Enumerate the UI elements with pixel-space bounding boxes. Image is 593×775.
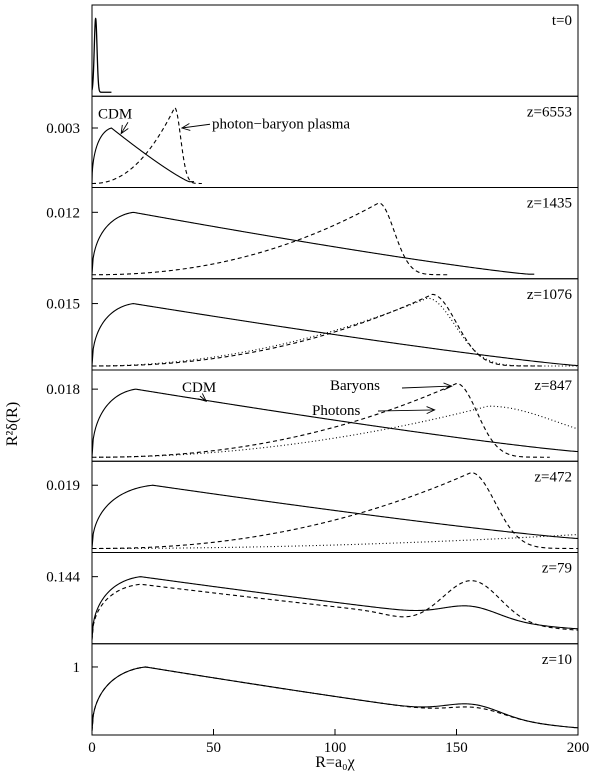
annotation-arrowhead — [197, 393, 208, 402]
x-axis: 0 50 100 150 200 — [88, 729, 589, 756]
y-tick-label: 0.003 — [46, 121, 80, 137]
annotation-arrow-line — [199, 395, 207, 402]
x-tick-label: 150 — [445, 740, 468, 756]
annotation-arrow-line — [401, 385, 452, 389]
annotation-arrow-line — [377, 409, 435, 412]
baryon-line — [92, 382, 550, 458]
annotation-text: photon−baryon plasma — [212, 116, 350, 132]
panel-label: t=0 — [552, 13, 572, 29]
panel-8: z=10 1 — [73, 643, 579, 736]
annotation-arrowhead — [180, 123, 191, 131]
annotation-arrow-line — [181, 123, 211, 129]
panel-3: z=1435 0.012 — [46, 187, 579, 280]
annotation-text: CDM — [182, 380, 216, 396]
chart-panels: t=0 z=6553 0.003 z=1435 0.012 z=1076 0.015 z=84… — [46, 4, 579, 736]
baryon-line — [91, 580, 579, 640]
cdm-line — [91, 576, 579, 640]
photon-line — [92, 405, 579, 458]
panel-label: z=6553 — [527, 104, 572, 120]
annotation-arrowhead — [120, 124, 129, 135]
annotation-arrowhead — [443, 382, 453, 391]
panel-label: z=472 — [534, 469, 572, 485]
baryon-line — [92, 293, 542, 367]
y-tick-label: 0.019 — [46, 478, 80, 494]
annotation-photon-baryon-plasma: photon−baryon plasma — [180, 116, 350, 132]
cdm-line — [91, 303, 579, 367]
y-tick-label: 0.144 — [46, 570, 80, 586]
panel-frame — [91, 187, 579, 280]
baryon-line — [92, 202, 449, 276]
baryon-line — [92, 472, 578, 550]
annotation-arrowhead — [426, 406, 436, 415]
annotation-text: Photons — [312, 403, 361, 419]
baryon-line — [92, 106, 202, 185]
panel-label: z=1076 — [527, 287, 573, 303]
panel-7: z=79 0.144 — [46, 552, 579, 645]
panel-frame — [91, 643, 579, 736]
y-tick-label: 0.015 — [46, 297, 80, 313]
annotation-text: CDM — [98, 106, 132, 122]
panel-label: z=10 — [542, 652, 572, 668]
x-tick-label: 0 — [88, 740, 96, 756]
y-tick-label: 1 — [73, 660, 81, 676]
y-axis-label: R²δ(R) — [4, 402, 21, 446]
panel-5: z=847 0.018 — [46, 369, 579, 462]
cdm-line — [91, 666, 579, 732]
x-tick-label: 200 — [567, 740, 590, 756]
panel-label: z=847 — [534, 378, 572, 394]
panel-6: z=472 0.019 — [46, 460, 579, 553]
annotation-cdm: CDM — [98, 106, 132, 135]
annotation-photons: Photons — [312, 403, 436, 419]
cdm-line — [91, 211, 535, 275]
photon-line — [92, 297, 578, 367]
cdm-line — [91, 388, 579, 458]
cdm-line — [91, 127, 195, 184]
panel-4: z=1076 0.015 — [46, 278, 579, 371]
x-axis-label: R=a₀χ — [315, 754, 355, 771]
annotation-text: Baryons — [330, 378, 380, 394]
x-tick-label: 100 — [324, 740, 347, 756]
annotation-arrow-line — [120, 122, 129, 134]
panel-frame — [91, 4, 579, 97]
panel-frame — [91, 552, 579, 645]
panel-frame — [91, 278, 579, 371]
y-tick-label: 0.012 — [46, 205, 80, 221]
initial-perturbation-spike — [91, 17, 112, 93]
baryon-line — [91, 666, 579, 732]
y-tick-label: 0.018 — [46, 382, 80, 398]
annotation-cdm: CDM — [182, 380, 216, 402]
panel-label: z=79 — [542, 561, 572, 577]
annotation-baryons: Baryons — [330, 378, 453, 394]
panel-1: t=0 — [91, 4, 579, 97]
cdm-line — [91, 484, 579, 549]
photon-line — [92, 533, 579, 550]
panel-frame — [91, 95, 579, 188]
x-tick-label: 50 — [206, 740, 221, 756]
panel-label: z=1435 — [527, 196, 572, 212]
